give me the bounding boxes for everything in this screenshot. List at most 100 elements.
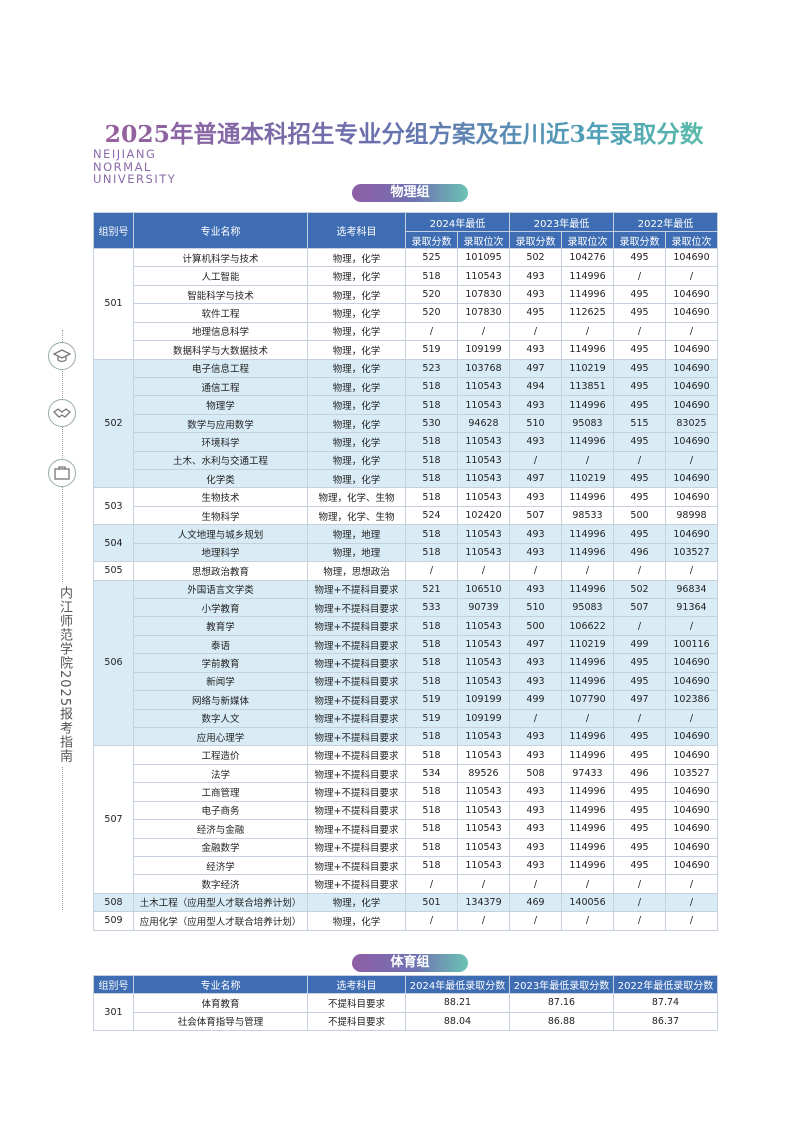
cell: 110219 — [561, 358, 614, 378]
cell: 114996 — [561, 745, 614, 765]
cell: 110543 — [457, 469, 510, 489]
cell: 软件工程 — [133, 303, 308, 323]
cell: / — [613, 616, 666, 636]
data-row: 504 人文地理与城乡规划 物理，地理 518 110543 493 114996 495 10… — [93, 524, 718, 563]
cell: 物理，化学 — [307, 376, 406, 397]
header-cell: 录取位次 — [561, 231, 614, 249]
data-row: 地理信息科学 物理，化学 / / / / / / — [94, 321, 718, 342]
group-id: 502 — [93, 358, 134, 489]
cell: 物理+不提科目要求 — [307, 671, 406, 692]
cell: 应用心理学 — [133, 726, 308, 747]
header-cell: 组别号 — [93, 212, 134, 249]
cell: 110543 — [457, 487, 510, 507]
cell: 114996 — [561, 837, 614, 857]
cell: 生物科学 — [133, 505, 308, 526]
data-row: 网络与新媒体 物理+不提科目要求 519 109199 499 107790 497 1023… — [94, 690, 718, 710]
cell: 思想政治教育 — [133, 561, 308, 581]
cell: 521 — [405, 579, 458, 600]
data-row: 507 工程造价 物理+不提科目要求 518 110543 493 114996 495 104… — [93, 745, 718, 894]
cell: 495 — [613, 469, 666, 489]
cell: 114996 — [561, 284, 614, 305]
section-pill: 体育组 — [352, 954, 468, 972]
cell: 494 — [509, 376, 562, 397]
cell: 107830 — [457, 284, 510, 305]
cell: / — [405, 561, 458, 581]
cell: 493 — [509, 837, 562, 857]
header-cell: 录取位次 — [665, 231, 718, 249]
cell: 100116 — [665, 634, 718, 655]
group-id: 501 — [93, 248, 134, 360]
cell: / — [665, 450, 718, 471]
cell: 体育教育 — [133, 993, 308, 1013]
cell: / — [665, 874, 718, 894]
cell: 518 — [405, 855, 458, 876]
data-row: 通信工程 物理，化学 518 110543 494 113851 495 104690 — [94, 376, 718, 397]
cell: 物理，化学 — [307, 303, 406, 323]
cell: / — [405, 321, 458, 342]
cell: / — [561, 561, 614, 581]
cell: 495 — [613, 487, 666, 507]
cell: 89526 — [457, 763, 510, 784]
group-id: 507 — [93, 745, 134, 894]
cell: / — [613, 911, 666, 931]
data-row: 数字人文 物理+不提科目要求 519 109199// / / — [94, 708, 718, 728]
cell: 物理+不提科目要求 — [307, 634, 406, 655]
cell: 不提科目要求 — [307, 993, 406, 1013]
cell: 物理+不提科目要求 — [307, 598, 406, 618]
cell: 物理学 — [133, 395, 308, 415]
data-row: 地理科学 物理，地理 518 110543 493 114996 496 103527 — [94, 542, 718, 563]
cell: 110543 — [457, 819, 510, 839]
cell: 104690 — [665, 671, 718, 692]
cell: 96834 — [665, 579, 718, 600]
data-row: 小学教育 物理+不提科目要求 533 90739 510 95083 507 91364 — [94, 598, 718, 618]
data-row: 软件工程 物理，化学 520 107830 495 112625 495 104690 — [94, 303, 718, 323]
cell: 518 — [405, 671, 458, 692]
cell: 495 — [613, 303, 666, 323]
cell: 110543 — [457, 855, 510, 876]
cell: / — [509, 708, 562, 728]
cell: 493 — [509, 542, 562, 563]
cell: 86.88 — [509, 1011, 614, 1031]
data-row: 应用心理学 物理+不提科目要求 518 110543 493 114996 495 10469… — [94, 726, 718, 747]
cell: 495 — [613, 432, 666, 452]
cell: 140056 — [561, 892, 614, 913]
data-row: 生物科学 物理，化学、生物 524 102420 507 98533 500 98998 — [94, 505, 718, 526]
cell: 87.16 — [509, 993, 614, 1013]
cell: 495 — [613, 284, 666, 305]
school-line: NORMAL — [93, 159, 152, 174]
cell: 499 — [509, 690, 562, 710]
cell: / — [457, 874, 510, 894]
cell: 510 — [509, 598, 562, 618]
header-cell: 2022年最低录取分数 — [613, 975, 718, 994]
header-cell: 专业名称 — [133, 212, 308, 249]
data-row: 学前教育 物理+不提科目要求 518 110543 493 114996 495 104690 — [94, 653, 718, 673]
cell: 110543 — [457, 726, 510, 747]
cell: 地理信息科学 — [133, 321, 308, 342]
cell: 物理+不提科目要求 — [307, 855, 406, 876]
cell: 510 — [509, 413, 562, 434]
cell: 社会体育指导与管理 — [133, 1011, 308, 1031]
cell: 通信工程 — [133, 376, 308, 397]
cell: 518 — [405, 432, 458, 452]
cell: 人工智能 — [133, 266, 308, 286]
icon-briefcase — [48, 459, 76, 487]
cell: 网络与新媒体 — [133, 690, 308, 710]
cell: 114996 — [561, 855, 614, 876]
cell: 104690 — [665, 395, 718, 415]
cell: 495 — [613, 358, 666, 378]
data-row: 教育学 物理+不提科目要求 518 110543 500 106622// — [94, 616, 718, 636]
cell: 95083 — [561, 413, 614, 434]
cell: 110543 — [457, 800, 510, 821]
header-cell: 选考科目 — [307, 212, 406, 249]
cell: 493 — [509, 653, 562, 673]
header-cell: 选考科目 — [307, 975, 406, 994]
cell: 518 — [405, 616, 458, 636]
cell: 518 — [405, 634, 458, 655]
cell: 计算机科学与技术 — [133, 247, 308, 268]
cell: 493 — [509, 745, 562, 765]
cell: / — [457, 561, 510, 581]
cell: / — [561, 450, 614, 471]
cell: 110219 — [561, 634, 614, 655]
cell: 114996 — [561, 579, 614, 600]
